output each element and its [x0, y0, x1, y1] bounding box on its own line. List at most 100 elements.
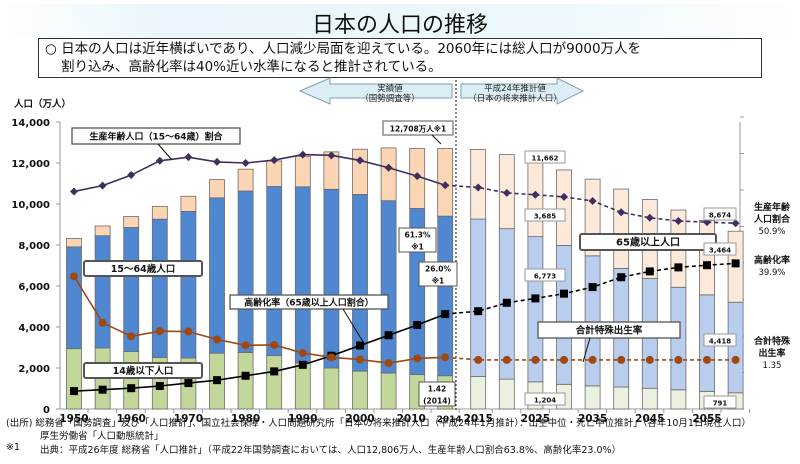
annotation-age15-64-2060-box — [703, 333, 737, 347]
label-age-15-64-text: 15〜64歳人口 — [111, 263, 175, 275]
note-mark: ※1 — [6, 442, 21, 453]
right-label-tfr-value: 1.35 — [763, 361, 782, 371]
annotation-tfr-2014-text: 1.42 — [428, 385, 447, 394]
projected-arrow-line2: （日本の将来推計人口） — [468, 93, 562, 104]
y-tick-label: 12,000 — [11, 159, 50, 170]
tfr-point — [674, 355, 683, 364]
tfr-point — [270, 340, 279, 349]
working-ratio-point — [213, 157, 221, 166]
aging-rate-point — [384, 331, 393, 340]
bar-age-65-plus — [151, 205, 168, 220]
annotation-age15-64-2060: 4,418 — [703, 333, 737, 347]
y-tick-label: 8,000 — [18, 241, 50, 252]
label-tfr-text: 合計特殊出生率 — [576, 325, 643, 337]
aging-rate-point — [356, 341, 364, 350]
working-ratio-point — [298, 150, 307, 159]
x-tick-label: 2010 — [397, 413, 426, 425]
page-title: 日本の人口の推移 — [311, 13, 488, 38]
bar-age-65-plus — [699, 220, 715, 296]
x-tick-label: 2025 — [521, 413, 550, 425]
projected-arrow-line1: 平成24年推計値 — [484, 83, 546, 94]
working-ratio-point — [127, 171, 136, 180]
tfr-point — [213, 335, 221, 344]
annotation-age15-64-2030-text: 6,773 — [534, 273, 556, 281]
annotation-working-2014: 61.3% ※1 — [398, 227, 437, 253]
working-ratio-point — [674, 217, 683, 226]
bar-age-0-14 — [123, 351, 140, 410]
annotation-total-2060: 8,674 — [703, 207, 737, 221]
bar-age-0-14 — [352, 370, 368, 410]
working-ratio-point — [531, 190, 540, 199]
aging-rate-point — [441, 310, 450, 319]
x-tick-label: 2015 — [464, 413, 493, 425]
aging-rate-point — [731, 259, 740, 268]
bar-age-65-plus — [266, 160, 283, 187]
annotation-age0-14-2030: 1,204 — [524, 392, 566, 406]
tfr-point — [184, 327, 193, 336]
working-ratio-line-actual — [73, 153, 446, 193]
bar-age-0-14 — [380, 372, 397, 410]
bar-age-65-plus — [556, 169, 572, 246]
annotation-total-2014-box — [382, 120, 454, 136]
tfr-point — [70, 272, 78, 281]
bar-age-15-64 — [323, 188, 340, 369]
bar-age-15-64 — [437, 215, 454, 377]
label-age-65-plus-box — [579, 233, 717, 251]
right-label-tfr-line2: 出生率 — [758, 347, 785, 359]
tfr-point — [731, 355, 740, 364]
annotation-age65-2060: 3,464 — [703, 242, 737, 256]
label-tfr-box — [537, 321, 681, 339]
tfr-point — [356, 355, 364, 364]
label-age-15-64-box — [83, 260, 203, 277]
bar-age-15-64 — [209, 197, 225, 354]
working-ratio-point — [731, 219, 740, 228]
tfr-point — [531, 355, 540, 364]
bar-age-15-64 — [94, 235, 111, 349]
bar-age-0-14 — [584, 385, 601, 410]
bar-age-0-14 — [498, 378, 515, 410]
label-age-65-plus-text: 65歳以上人口 — [616, 236, 680, 249]
label-tfr: 合計特殊出生率 — [537, 321, 681, 339]
right-label-aging-line1: 高齢化率 — [754, 254, 790, 266]
aging-rate-point — [127, 384, 136, 393]
x-tick-label: 2000 — [345, 413, 374, 425]
label-age-65-plus: 65歳以上人口 — [579, 233, 717, 251]
label-aging-rate: 高齢化率（65歳以上人口割合） — [229, 294, 389, 310]
x-tick-label: 2045 — [635, 413, 664, 425]
tfr-point — [441, 353, 450, 362]
aging-rate-point — [502, 298, 511, 307]
right-label-working-line2: 人口割合 — [753, 213, 791, 225]
aging-rate-point — [70, 387, 78, 396]
aging-rate-point — [98, 385, 107, 394]
label-aging-rate-box — [229, 294, 389, 310]
leader-line — [157, 143, 173, 161]
actual-arrow: 実績値 （国勢調査等） — [298, 77, 453, 105]
projected-arrow: 平成24年推計値 （日本の将来推計人口） — [460, 77, 585, 105]
annotation-age15-64-2060-text: 4,418 — [709, 338, 731, 346]
tfr-line-actual — [73, 275, 446, 364]
annotation-aging-2014: 26.0% ※1 — [418, 261, 458, 287]
aging-rate-point — [184, 379, 193, 388]
annotation-working-2014-text: 61.3% — [404, 231, 431, 240]
right-label-working-value: 50.9% — [758, 227, 785, 237]
summary-line-1: ○ 日本の人口は近年横ばいであり、人口減少局面を迎えている。2060年には総人口… — [45, 41, 642, 57]
aging-rate-point — [645, 267, 654, 276]
annotation-tfr-2014-box — [418, 381, 456, 407]
tfr-point — [645, 355, 654, 364]
y-tick-label: 10,000 — [11, 200, 50, 211]
actual-arrow-line1: 実績値 — [377, 83, 403, 94]
annotation-aging-2014-text: ※1 — [432, 277, 445, 286]
bar-age-0-14 — [66, 348, 82, 410]
tfr-point — [474, 355, 483, 364]
aging-rate-point — [560, 289, 568, 298]
source-line-1: (出所) 総務省「国勢調査」及び「人口推計」、国立社会保障・人口問題研究所「日本… — [6, 418, 751, 429]
summary-box: ○ 日本の人口は近年横ばいであり、人口減少局面を迎えている。2060年には総人口… — [38, 38, 762, 78]
bar-age-65-plus — [380, 147, 397, 202]
label-working-ratio: 生産年齢人口（15〜64歳）割合 — [71, 127, 241, 145]
label-age-0-14: 14歳以下人口 — [83, 362, 203, 379]
y-tick-label: 0 — [43, 405, 50, 416]
tfr-point — [98, 318, 107, 327]
aging-rate-point — [241, 371, 250, 380]
x-tick-label: 1960 — [117, 413, 146, 425]
